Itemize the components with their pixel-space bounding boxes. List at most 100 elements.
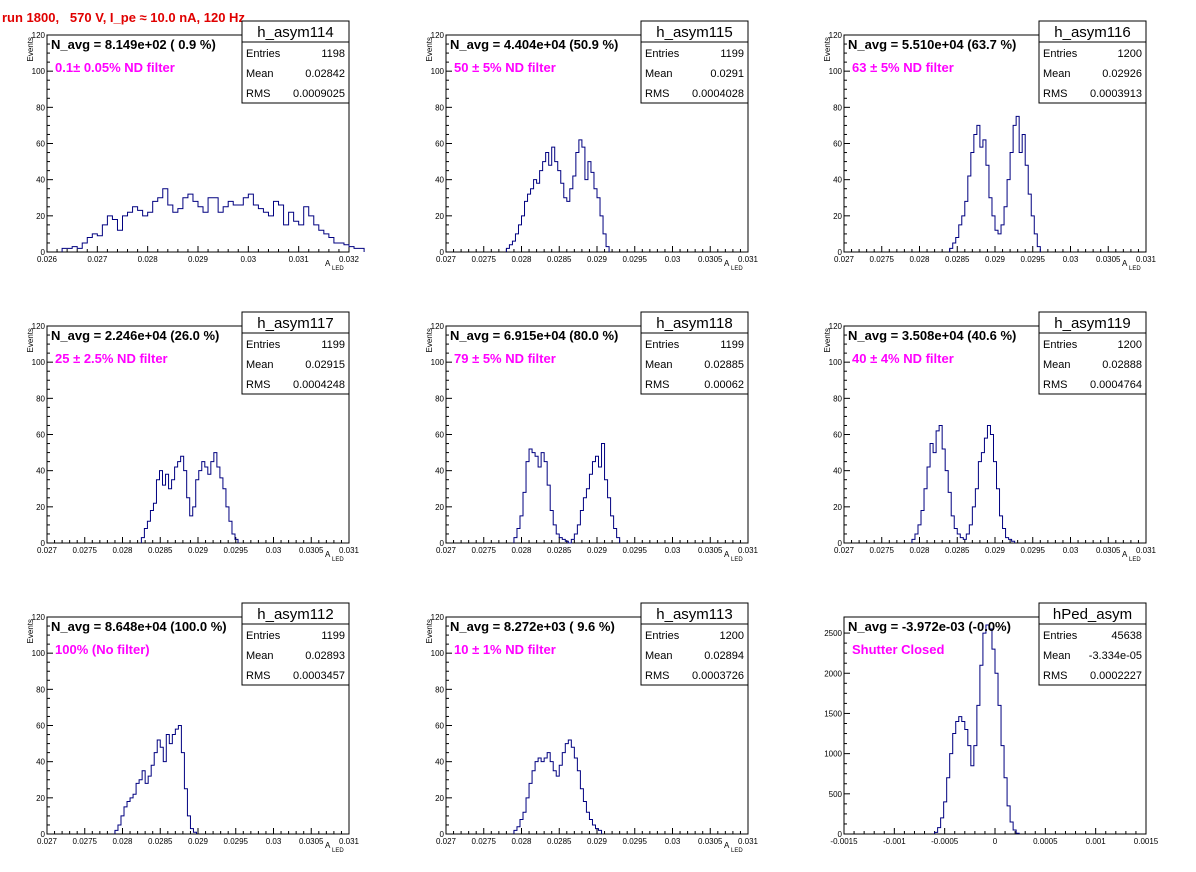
y-tick-label: 60 [435, 431, 444, 440]
y-tick-label: 120 [32, 613, 46, 622]
y-tick-label: 0 [440, 830, 445, 839]
histogram-name: h_asym112 [257, 606, 333, 623]
stat-value: 0.0004764 [1090, 379, 1142, 391]
x-tick-label: 0.0285 [547, 546, 572, 555]
x-tick-label: 0.031 [738, 546, 759, 555]
y-axis-title: Events [823, 37, 832, 61]
y-tick-label: 40 [435, 467, 444, 476]
stat-value: 1200 [1118, 48, 1142, 60]
stat-value: 0.0003913 [1090, 88, 1142, 100]
x-tick-label: 0.028 [511, 546, 532, 555]
y-tick-label: 60 [833, 431, 842, 440]
x-tick-label: 0.03 [241, 255, 257, 264]
y-tick-label: 20 [36, 212, 45, 221]
stat-value: 0.02915 [305, 359, 345, 371]
stat-value: 0.00062 [704, 379, 744, 391]
histogram-pad-h_asym117: 0.027 0.0275 0.028 0.0285 0.029 0.0295 0.03 0.0… [26, 311, 360, 563]
filter-label: Shutter Closed [852, 642, 945, 657]
histogram-pad-h_asym113: 0.027 0.0275 0.028 0.0285 0.029 0.0295 0.03 0.0… [425, 602, 759, 854]
histogram-line [114, 725, 197, 834]
y-tick-label: 60 [36, 722, 45, 731]
y-tick-label: 0 [838, 830, 843, 839]
stat-value: 0.0003726 [692, 670, 744, 682]
y-tick-label: 1000 [824, 750, 842, 759]
x-tick-label: 0.031 [339, 546, 360, 555]
run-title: run 1800, 570 V, I_pe ≈ 10.0 nA, 120 Hz [2, 10, 245, 25]
stat-label: RMS [246, 670, 270, 682]
stat-value: 0.02888 [1102, 359, 1142, 371]
x-tick-label: 0.0015 [1134, 837, 1159, 846]
x-tick-label: -0.0005 [931, 837, 959, 846]
stat-value: 0.0002227 [1090, 670, 1142, 682]
x-tick-label: 0.0295 [623, 546, 648, 555]
stat-label: Mean [645, 359, 673, 371]
x-tick-label: 0.028 [511, 255, 532, 264]
histogram-name: h_asym115 [656, 24, 732, 41]
stat-value: 0.0004248 [293, 379, 345, 391]
stat-label: RMS [246, 88, 270, 100]
stat-value: 0.0003457 [293, 670, 345, 682]
x-tick-label: 0.0305 [698, 546, 723, 555]
stats-box [640, 332, 749, 395]
x-axis-title-subscript: LED [332, 266, 344, 272]
y-tick-label: 40 [833, 467, 842, 476]
histogram-line [513, 739, 603, 834]
stat-value: 0.02893 [305, 650, 345, 662]
y-tick-label: 120 [431, 613, 445, 622]
stat-label: Entries [246, 339, 281, 351]
x-tick-label: 0.0005 [1033, 837, 1058, 846]
y-tick-label: 40 [36, 758, 45, 767]
y-tick-label: 80 [833, 103, 842, 112]
x-tick-label: 0.0275 [472, 837, 497, 846]
x-tick-label: 0.028 [138, 255, 159, 264]
filter-label: 50 ± 5% ND filter [454, 60, 556, 75]
x-tick-label: 0.0285 [148, 546, 173, 555]
stat-label: RMS [645, 379, 669, 391]
y-tick-label: 500 [829, 790, 843, 799]
x-tick-label: 0.0275 [870, 255, 895, 264]
x-tick-label: 0.0305 [1096, 255, 1121, 264]
y-tick-label: 120 [829, 322, 843, 331]
x-tick-label: 0.0295 [224, 546, 249, 555]
x-tick-label: 0.027 [87, 255, 108, 264]
x-tick-label: 0.031 [1136, 255, 1157, 264]
navg-label: N_avg = 8.149e+02 ( 0.9 %) [51, 37, 216, 52]
stat-label: RMS [645, 88, 669, 100]
x-tick-label: 0.0285 [945, 255, 970, 264]
navg-label: N_avg = -3.972e-03 (-0.0%) [848, 619, 1011, 634]
x-axis-title: A [1122, 550, 1128, 559]
x-axis-title-subscript: LED [731, 266, 743, 272]
filter-label: 40 ± 4% ND filter [852, 351, 954, 366]
histogram-name: h_asym113 [656, 606, 732, 623]
x-tick-label: 0.0295 [1021, 255, 1046, 264]
stat-value: 1199 [321, 339, 345, 351]
stat-label: Mean [1043, 650, 1071, 662]
histogram-name: hPed_asym [1053, 606, 1132, 623]
x-tick-label: 0.028 [909, 546, 930, 555]
stat-value: 1199 [720, 339, 744, 351]
stat-label: Entries [645, 630, 680, 642]
histogram-name: h_asym116 [1054, 24, 1130, 41]
y-tick-label: 120 [431, 322, 445, 331]
stat-value: -3.334e-05 [1089, 650, 1142, 662]
x-tick-label: 0.03 [1063, 255, 1079, 264]
x-tick-label: 0.027 [834, 255, 855, 264]
x-tick-label: 0.029 [985, 546, 1006, 555]
stats-box [1038, 623, 1147, 686]
stat-label: RMS [1043, 88, 1067, 100]
y-tick-label: 60 [435, 140, 444, 149]
x-tick-label: 0.027 [834, 546, 855, 555]
x-tick-label: 0.03 [665, 837, 681, 846]
x-axis-title: A [325, 550, 331, 559]
histogram-line [911, 424, 1016, 543]
stat-label: RMS [645, 670, 669, 682]
x-axis-title-subscript: LED [332, 557, 344, 563]
histogram-pad-h_asym114: 0.026 0.027 0.028 0.029 0.03 0.031 0.032 0 20 40 6… [26, 20, 365, 272]
stats-box [241, 41, 350, 104]
x-tick-label: 0.0305 [299, 837, 324, 846]
y-tick-label: 20 [833, 212, 842, 221]
y-tick-label: 2500 [824, 629, 842, 638]
x-axis-title: A [325, 259, 331, 268]
x-tick-label: 0.0275 [73, 837, 98, 846]
y-tick-label: 2000 [824, 669, 842, 678]
